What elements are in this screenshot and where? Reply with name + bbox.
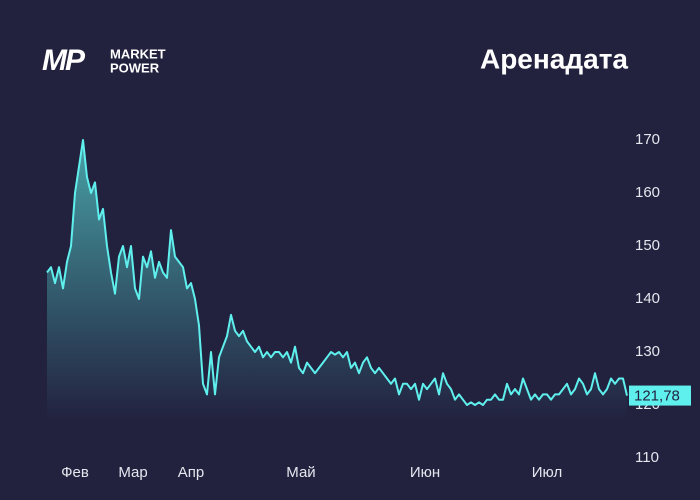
x-tick-label: Мар (118, 464, 147, 481)
x-tick-label: Июл (532, 464, 562, 481)
y-tick-label: 140 (635, 290, 660, 307)
x-tick-label: Апр (178, 464, 204, 481)
y-tick-label: 170 (635, 131, 660, 148)
y-tick-label: 150 (635, 237, 660, 254)
logo-mark: MP (42, 44, 86, 77)
current-value-box (629, 385, 691, 406)
line (46, 139, 628, 406)
logo-text: MARKET (110, 46, 166, 61)
y-tick-label: 130 (635, 343, 660, 360)
y-tick-label: 160 (635, 184, 660, 201)
chart-title: Аренадата (480, 43, 628, 74)
current-value-label: 121,78 (634, 388, 680, 405)
area (47, 140, 627, 420)
x-tick-label: Май (286, 464, 315, 481)
x-tick-label: Фев (61, 464, 89, 481)
logo-text: POWER (110, 60, 160, 75)
y-tick-label: 110 (635, 449, 659, 466)
x-tick-label: Июн (410, 464, 440, 481)
